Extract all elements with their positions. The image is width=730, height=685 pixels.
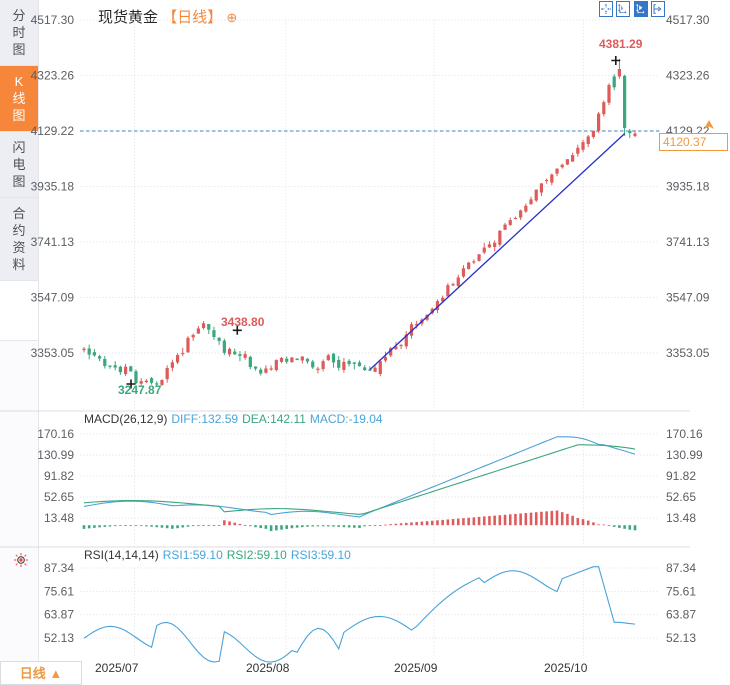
- svg-text:3353.05: 3353.05: [666, 346, 710, 360]
- svg-text:130.99: 130.99: [37, 448, 74, 462]
- svg-text:4323.26: 4323.26: [666, 69, 710, 83]
- svg-text:3741.13: 3741.13: [666, 235, 710, 249]
- svg-text:3935.18: 3935.18: [666, 180, 710, 194]
- svg-text:4517.30: 4517.30: [31, 13, 75, 27]
- svg-text:170.16: 170.16: [37, 427, 74, 441]
- svg-text:52.65: 52.65: [44, 490, 74, 504]
- svg-text:52.65: 52.65: [666, 490, 696, 504]
- svg-text:52.13: 52.13: [666, 631, 696, 645]
- svg-text:3935.18: 3935.18: [31, 180, 75, 194]
- svg-text:87.34: 87.34: [44, 561, 74, 575]
- svg-text:4323.26: 4323.26: [31, 69, 75, 83]
- svg-text:63.87: 63.87: [666, 608, 696, 622]
- svg-text:130.99: 130.99: [666, 448, 703, 462]
- svg-text:3547.09: 3547.09: [666, 291, 710, 305]
- svg-text:3353.05: 3353.05: [31, 346, 75, 360]
- svg-text:13.48: 13.48: [44, 511, 74, 525]
- svg-text:3547.09: 3547.09: [31, 291, 75, 305]
- svg-text:87.34: 87.34: [666, 561, 696, 575]
- svg-text:75.61: 75.61: [44, 584, 74, 598]
- svg-text:4129.22: 4129.22: [31, 124, 75, 138]
- svg-text:75.61: 75.61: [666, 584, 696, 598]
- svg-text:13.48: 13.48: [666, 511, 696, 525]
- svg-text:4517.30: 4517.30: [666, 13, 710, 27]
- svg-text:91.82: 91.82: [44, 469, 74, 483]
- svg-text:3741.13: 3741.13: [31, 235, 75, 249]
- svg-text:170.16: 170.16: [666, 427, 703, 441]
- svg-text:52.13: 52.13: [44, 631, 74, 645]
- svg-text:91.82: 91.82: [666, 469, 696, 483]
- svg-text:63.87: 63.87: [44, 608, 74, 622]
